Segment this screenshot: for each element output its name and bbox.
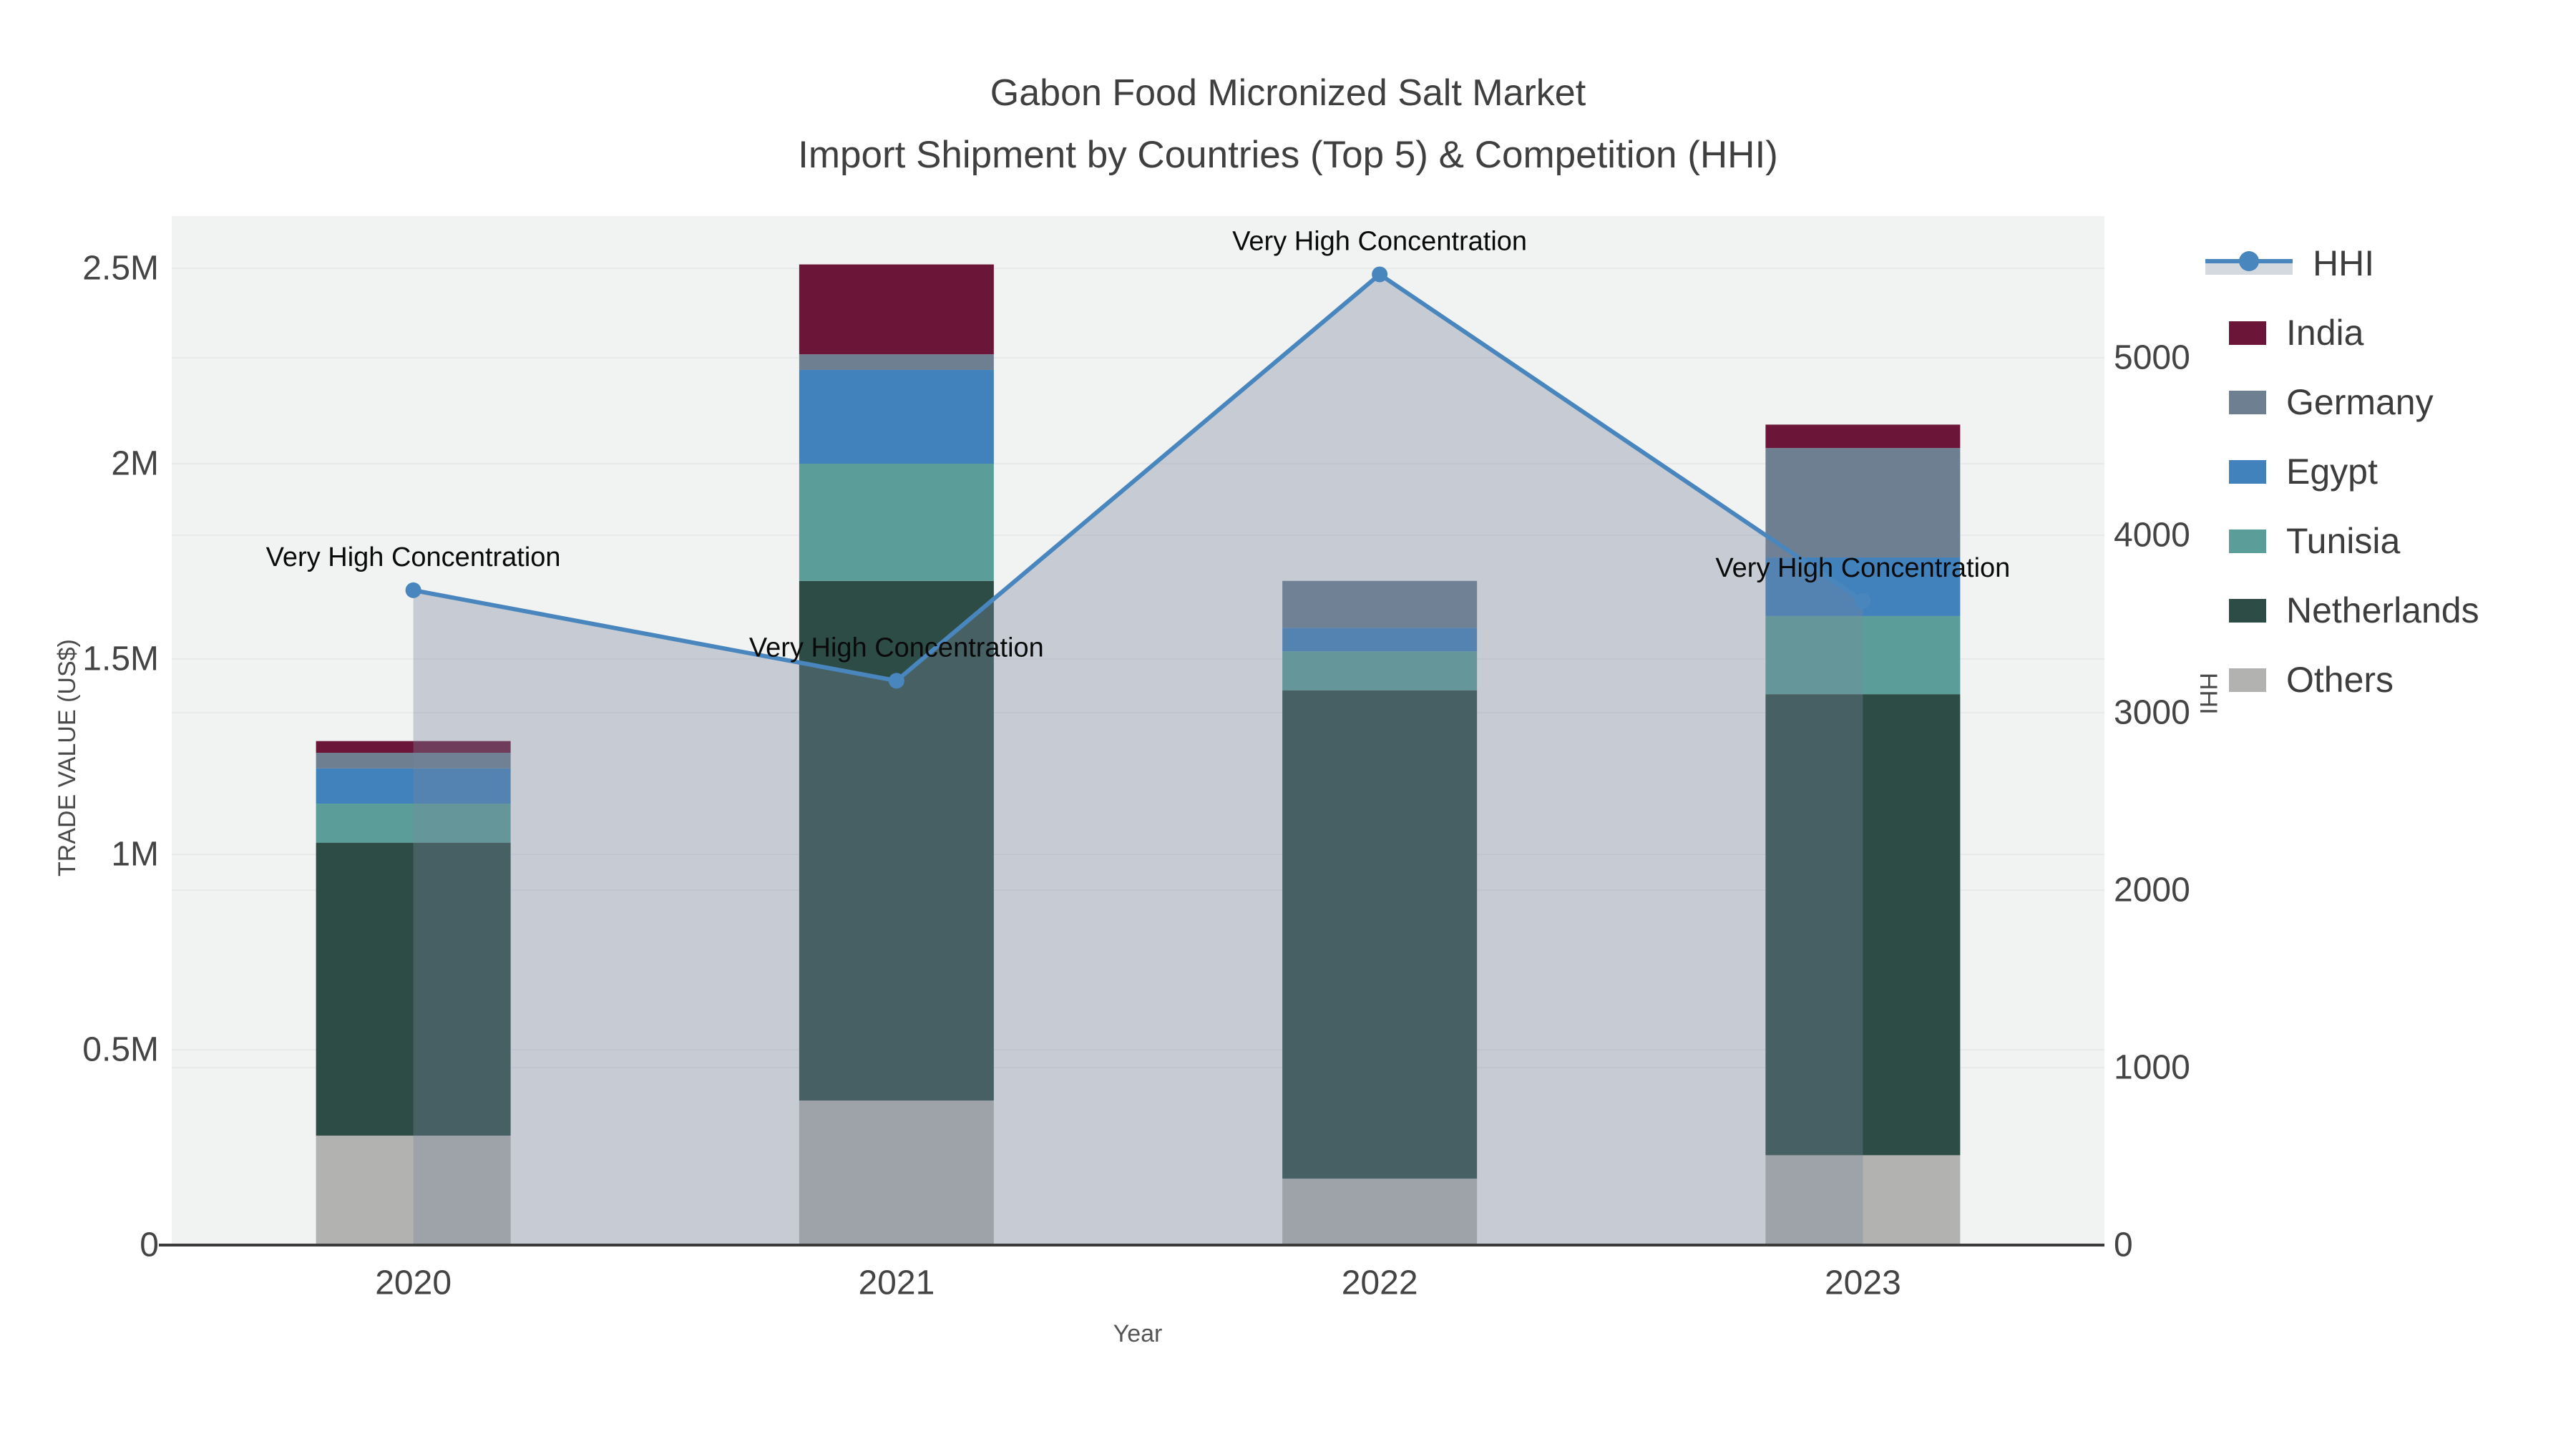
bar-segment-germany-2023[interactable]	[1765, 448, 1961, 558]
legend-label: HHI	[2313, 243, 2375, 283]
y-right-tick-label: 3000	[2114, 694, 2190, 732]
bar-segment-egypt-2021[interactable]	[799, 369, 994, 464]
bar-segment-india-2023[interactable]	[1765, 424, 1961, 449]
annotation-2023: Very High Concentration	[1715, 553, 2010, 583]
hhi-marker-2021[interactable]	[888, 673, 904, 689]
bar-segment-others-2020[interactable]	[316, 1136, 511, 1245]
legend-item-others[interactable]: Others	[2205, 656, 2394, 703]
bar-segment-others-2022[interactable]	[1282, 1179, 1478, 1245]
bar-segment-egypt-2022[interactable]	[1282, 628, 1478, 652]
hhi-area-fill	[413, 274, 1863, 1246]
bar-segment-netherlands-2023[interactable]	[1765, 694, 1961, 1156]
legend-item-hhi[interactable]: HHI	[2205, 240, 2374, 287]
legend-color-swatch	[2229, 668, 2266, 692]
bar-segment-germany-2022[interactable]	[1282, 580, 1478, 628]
annotation-2020: Very High Concentration	[266, 542, 561, 572]
hhi-marker-2020[interactable]	[405, 582, 421, 598]
legend-color-swatch	[2229, 598, 2266, 623]
y-right-tick-label: 0	[2114, 1226, 2133, 1264]
chart-title-line2: Import Shipment by Countries (Top 5) & C…	[798, 134, 1778, 176]
bar-segment-tunisia-2022[interactable]	[1282, 651, 1478, 691]
legend-label: India	[2286, 313, 2364, 353]
hhi-marker-2022[interactable]	[1372, 266, 1388, 283]
x-axis-title: Year	[1113, 1320, 1163, 1347]
y-left-tick-label: 1.5M	[82, 640, 159, 678]
y-right-tick-label: 2000	[2114, 872, 2190, 909]
bar-segment-tunisia-2023[interactable]	[1765, 615, 1961, 695]
y-left-tick-label: 1M	[111, 836, 159, 874]
legend-line-marker-icon	[2205, 249, 2293, 278]
legend-item-egypt[interactable]: Egypt	[2205, 448, 2378, 495]
bar-segment-others-2023[interactable]	[1765, 1155, 1961, 1245]
y-axis-left-title: TRADE VALUE (US$)	[54, 639, 81, 877]
y-right-tick-label: 5000	[2114, 339, 2190, 377]
legend-color-swatch	[2229, 529, 2266, 553]
bar-segment-egypt-2020[interactable]	[316, 768, 511, 804]
legend-item-germany[interactable]: Germany	[2205, 379, 2434, 426]
hhi-marker-2023[interactable]	[1855, 592, 1871, 609]
x-tick-label-2022: 2022	[1342, 1264, 1418, 1302]
y-right-tick-label: 4000	[2114, 517, 2190, 555]
bar-segment-netherlands-2020[interactable]	[316, 842, 511, 1136]
bar-segment-tunisia-2020[interactable]	[316, 804, 511, 843]
hhi-line	[413, 271, 1865, 683]
legend-label: Egypt	[2286, 452, 2378, 492]
bar-segment-others-2021[interactable]	[799, 1100, 994, 1245]
bar-segment-germany-2020[interactable]	[316, 753, 511, 769]
legend-item-tunisia[interactable]: Tunisia	[2205, 517, 2400, 565]
bar-segment-germany-2021[interactable]	[799, 354, 994, 370]
chart-title-line1: Gabon Food Micronized Salt Market	[990, 72, 1586, 114]
x-tick-label-2021: 2021	[858, 1264, 935, 1302]
y-right-tick-label: 1000	[2114, 1049, 2190, 1087]
bar-segment-tunisia-2021[interactable]	[799, 464, 994, 581]
bar-segment-netherlands-2022[interactable]	[1282, 690, 1478, 1179]
x-tick-label-2020: 2020	[375, 1264, 452, 1302]
y-left-tick-label: 0	[140, 1226, 159, 1264]
bar-segment-india-2020[interactable]	[316, 741, 511, 753]
annotation-2021: Very High Concentration	[749, 633, 1044, 663]
legend-label: Netherlands	[2286, 590, 2479, 630]
legend-label: Others	[2286, 660, 2394, 700]
legend-label: Tunisia	[2286, 521, 2401, 561]
legend-color-swatch	[2229, 390, 2266, 414]
bar-segment-india-2021[interactable]	[799, 264, 994, 355]
y-left-tick-label: 2M	[111, 445, 159, 483]
legend-item-netherlands[interactable]: Netherlands	[2205, 587, 2479, 634]
legend-label: Germany	[2286, 382, 2434, 422]
legend-color-swatch	[2229, 321, 2266, 345]
y-left-tick-label: 2.5M	[82, 250, 159, 288]
x-tick-label-2023: 2023	[1825, 1264, 1901, 1302]
legend-color-swatch	[2229, 459, 2266, 484]
y-left-tick-label: 0.5M	[82, 1031, 159, 1069]
annotation-2022: Very High Concentration	[1232, 226, 1527, 256]
legend-item-india[interactable]: India	[2205, 309, 2363, 356]
